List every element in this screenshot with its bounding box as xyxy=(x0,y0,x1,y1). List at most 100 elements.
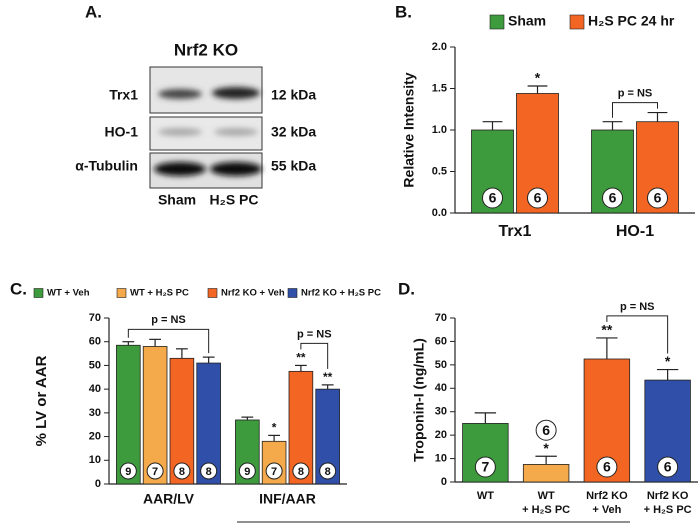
significance-mark: * xyxy=(535,70,541,86)
bracket xyxy=(300,342,329,369)
n-badge xyxy=(647,187,668,209)
bracket xyxy=(606,315,669,354)
legend-swatch xyxy=(33,288,44,298)
panel-label: B. xyxy=(395,2,412,21)
y-tick-label: 10 xyxy=(435,452,447,464)
blot xyxy=(149,66,263,189)
lane-label: Sham xyxy=(158,192,196,208)
y-tick-label: 20 xyxy=(435,429,447,441)
y-tick-label: 30 xyxy=(435,406,447,418)
n-badge xyxy=(657,456,679,478)
n-badge xyxy=(119,462,137,480)
blot-size-label: 12 kDa xyxy=(271,87,316,103)
y-tick-label: 50 xyxy=(89,359,101,371)
x-tick-label: WT xyxy=(477,490,494,502)
n-badge xyxy=(535,419,557,441)
legend-label: Nrf2 KO + Veh xyxy=(221,288,285,299)
n-label: 6 xyxy=(609,190,617,206)
x-tick-label: WT xyxy=(538,490,555,502)
n-label: 6 xyxy=(489,190,497,206)
n-badge xyxy=(173,462,191,480)
legend-swatch xyxy=(116,288,127,298)
x-tick-label: Nrf2 KO xyxy=(586,490,628,502)
y-tick-label: 30 xyxy=(89,407,101,419)
n-badge xyxy=(146,462,164,480)
x-tick-label: Nrf2 KO xyxy=(647,490,689,502)
blot-size-label: 32 kDa xyxy=(271,124,316,140)
n-badge xyxy=(474,456,496,478)
y-tick-label: 70 xyxy=(89,312,101,324)
y-tick-label: 1.0 xyxy=(432,124,447,136)
n-label: 8 xyxy=(206,466,212,478)
n-badge xyxy=(527,187,548,209)
n-label: 9 xyxy=(244,466,250,478)
y-axis-label: Relative Intensity xyxy=(401,72,417,187)
legend-label: WT + H₂S PC xyxy=(130,288,189,299)
n-badge xyxy=(265,462,283,480)
y-tick-label: 0.0 xyxy=(432,207,447,219)
n-badge xyxy=(482,187,503,209)
bracket-label: p = NS xyxy=(618,87,653,99)
x-tick-label: AAR/LV xyxy=(143,491,195,507)
bar xyxy=(522,464,570,483)
y-tick-label: 10 xyxy=(89,454,101,466)
legend-label: Sham xyxy=(508,13,546,29)
n-badge xyxy=(602,187,623,209)
y-tick-label: 50 xyxy=(435,359,447,371)
panel-label: D. xyxy=(398,279,415,298)
n-label: 8 xyxy=(179,466,185,478)
n-label: 7 xyxy=(481,459,489,475)
significance-mark: ** xyxy=(601,322,612,338)
x-tick-label: + Veh xyxy=(592,504,621,516)
n-badge xyxy=(319,462,337,480)
legend-label: H₂S PC 24 hr xyxy=(588,13,675,29)
y-tick-label: 1.5 xyxy=(432,82,447,94)
bracket-label: p = NS xyxy=(151,314,186,326)
legend-swatch xyxy=(489,14,505,30)
significance-mark: * xyxy=(665,353,671,369)
n-badge xyxy=(238,462,256,480)
n-label: 6 xyxy=(534,190,542,206)
bracket xyxy=(612,102,658,118)
y-tick-label: 0 xyxy=(95,478,101,490)
significance-mark: * xyxy=(543,440,549,456)
significance-mark: ** xyxy=(323,370,333,384)
y-tick-label: 60 xyxy=(89,336,101,348)
y-axis-label: Troponin-I (ng/mL) xyxy=(411,338,427,462)
panel-label: A. xyxy=(85,2,102,21)
blot-row-label: Trx1 xyxy=(109,87,138,103)
legend-label: Nrf2 KO + H₂S PC xyxy=(301,288,381,299)
blot-row-label: HO-1 xyxy=(105,124,139,140)
n-badge xyxy=(292,462,310,480)
x-tick-label: HO-1 xyxy=(616,223,654,240)
bracket-label: p = NS xyxy=(620,301,655,313)
bracket xyxy=(127,328,210,354)
n-label: 9 xyxy=(125,466,131,478)
bracket-label: p = NS xyxy=(297,328,332,340)
lane-label: H₂S PC xyxy=(209,192,258,208)
blot-size-label: 55 kDa xyxy=(271,158,316,174)
n-badge xyxy=(596,456,618,478)
x-tick-label: Trx1 xyxy=(499,223,532,240)
legend-swatch xyxy=(287,288,298,298)
panel-label: C. xyxy=(10,279,27,298)
blot-title: Nrf2 KO xyxy=(174,40,238,59)
n-label: 6 xyxy=(542,422,550,438)
significance-mark: * xyxy=(272,421,277,435)
y-tick-label: 60 xyxy=(435,335,447,347)
y-tick-label: 2.0 xyxy=(432,41,447,53)
y-tick-label: 0.5 xyxy=(432,165,447,177)
n-label: 8 xyxy=(298,466,304,478)
x-tick-label: + H₂S PC xyxy=(644,504,692,516)
legend-swatch xyxy=(569,14,585,30)
x-tick-label: + H₂S PC xyxy=(522,504,570,516)
n-label: 6 xyxy=(664,459,672,475)
significance-mark: ** xyxy=(296,351,306,365)
y-axis-label: % LV or AAR xyxy=(33,355,50,446)
x-tick-label: INF/AAR xyxy=(259,491,316,507)
n-label: 7 xyxy=(152,466,158,478)
y-tick-label: 40 xyxy=(435,382,447,394)
y-tick-label: 70 xyxy=(435,312,447,324)
